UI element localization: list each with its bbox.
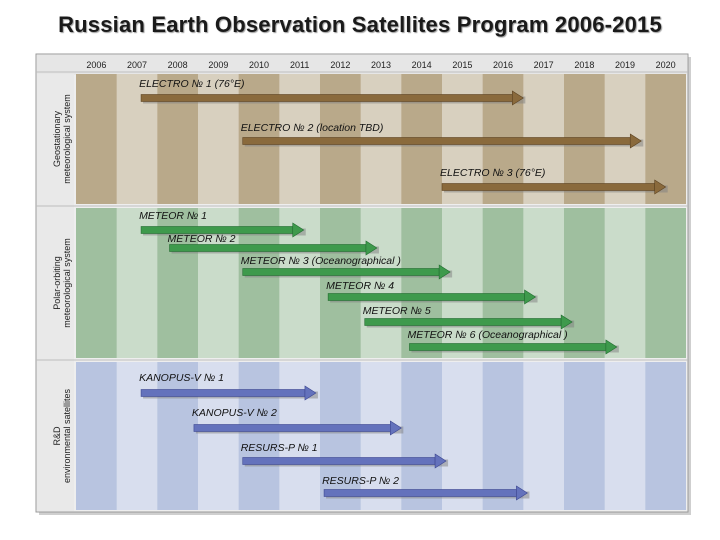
year-label: 2020 bbox=[656, 60, 676, 70]
year-label: 2019 bbox=[615, 60, 635, 70]
bar-body bbox=[364, 318, 562, 326]
bar-label: RESURS-P № 2 bbox=[322, 475, 399, 487]
bar-body bbox=[242, 457, 436, 465]
bar-label: METEOR № 4 bbox=[326, 280, 394, 292]
timeline-bar bbox=[364, 314, 575, 330]
group-label-line: meteorological system bbox=[62, 238, 72, 328]
year-column-shade bbox=[523, 362, 564, 510]
bar-label: RESURS-P № 1 bbox=[241, 442, 318, 454]
timeline-bar bbox=[140, 385, 318, 401]
year-column-shade bbox=[442, 208, 483, 358]
bar-body bbox=[193, 424, 391, 432]
timeline-bar bbox=[441, 179, 668, 195]
bar-arrowhead bbox=[524, 289, 537, 305]
year-column-shade bbox=[198, 362, 239, 510]
timeline-bar bbox=[409, 339, 619, 355]
bar-body bbox=[409, 343, 607, 351]
year-column-shade bbox=[604, 362, 646, 510]
year-label: 2018 bbox=[574, 60, 594, 70]
year-column-shade bbox=[360, 208, 402, 358]
bar-arrowhead bbox=[390, 420, 402, 436]
bar-arrowhead bbox=[560, 314, 573, 330]
group-label-line: Polar-orbiting bbox=[52, 256, 62, 310]
year-column-shade bbox=[279, 362, 320, 510]
year-label: 2013 bbox=[371, 60, 391, 70]
timeline-bar bbox=[140, 90, 526, 106]
bar-label: ELECTRO № 3 (76°E) bbox=[440, 167, 545, 179]
year-label: 2008 bbox=[168, 60, 188, 70]
timeline-bar bbox=[323, 485, 530, 501]
bar-arrowhead bbox=[365, 240, 378, 256]
timeline-bar bbox=[193, 420, 404, 436]
timeline-bar bbox=[242, 453, 449, 469]
year-column-shade bbox=[198, 74, 239, 204]
year-label: 2010 bbox=[249, 60, 269, 70]
bar-body bbox=[140, 94, 513, 102]
bar-label: METEOR № 6 (Oceanographical ) bbox=[407, 329, 567, 341]
bar-label: ELECTRO № 2 (location TBD) bbox=[241, 122, 384, 134]
year-label: 2015 bbox=[452, 60, 472, 70]
group-label: Polar-orbitingmeteorological system bbox=[52, 238, 72, 328]
timeline-bar bbox=[140, 222, 306, 238]
year-label: 2014 bbox=[412, 60, 432, 70]
year-column-shade bbox=[116, 74, 158, 204]
year-label: 2009 bbox=[208, 60, 228, 70]
bar-arrowhead bbox=[292, 222, 305, 238]
group-label-column bbox=[37, 74, 74, 511]
year-column-shade bbox=[523, 208, 564, 358]
bar-label: KANOPUS-V № 2 bbox=[192, 407, 277, 419]
bar-arrowhead bbox=[304, 385, 317, 401]
year-label: 2017 bbox=[534, 60, 554, 70]
timeline-bar bbox=[242, 264, 453, 280]
bar-body bbox=[169, 244, 367, 252]
bar-label: METEOR № 1 bbox=[139, 210, 207, 222]
timeline-bar bbox=[327, 289, 538, 305]
bar-body bbox=[323, 489, 517, 497]
group-label: Geostationarymeteorological system bbox=[52, 94, 72, 184]
bar-arrowhead bbox=[516, 485, 528, 501]
year-label: 2006 bbox=[86, 60, 106, 70]
year-label: 2011 bbox=[290, 60, 309, 70]
group-label-line: environmental satellites bbox=[62, 388, 72, 483]
group-label-line: meteorological system bbox=[62, 94, 72, 184]
bar-arrowhead bbox=[605, 339, 618, 355]
group-label: R&Denvironmental satellites bbox=[52, 388, 72, 483]
bar-arrowhead bbox=[438, 264, 451, 280]
year-column-shade bbox=[116, 362, 158, 510]
year-label: 2007 bbox=[127, 60, 147, 70]
bar-body bbox=[242, 137, 631, 145]
bar-body bbox=[327, 293, 525, 301]
year-label: 2012 bbox=[330, 60, 350, 70]
year-column-shade bbox=[442, 362, 483, 510]
bar-arrowhead bbox=[629, 133, 642, 149]
year-header bbox=[37, 55, 687, 75]
bar-arrowhead bbox=[654, 179, 667, 195]
timeline-bar bbox=[169, 240, 379, 256]
year-column-shade bbox=[604, 208, 646, 358]
bar-label: METEOR № 2 bbox=[168, 233, 236, 245]
group-band bbox=[76, 362, 686, 510]
bar-label: ELECTRO № 1 (76°E) bbox=[139, 78, 244, 90]
bar-arrowhead bbox=[512, 90, 524, 106]
group-label-line: R&D bbox=[52, 426, 62, 446]
bar-body bbox=[140, 389, 306, 397]
year-column-shade bbox=[360, 362, 402, 510]
bar-arrowhead bbox=[434, 453, 447, 469]
bar-label: METEOR № 3 (Oceanographical ) bbox=[241, 255, 401, 267]
bar-label: METEOR № 5 bbox=[363, 305, 431, 317]
bar-body bbox=[441, 183, 655, 191]
bar-body bbox=[242, 268, 440, 276]
timeline-bar bbox=[242, 133, 644, 149]
page-title: Russian Earth Observation Satellites Pro… bbox=[58, 12, 662, 37]
bar-label: KANOPUS-V № 1 bbox=[139, 372, 224, 384]
year-label: 2016 bbox=[493, 60, 513, 70]
group-label-line: Geostationary bbox=[52, 110, 62, 167]
